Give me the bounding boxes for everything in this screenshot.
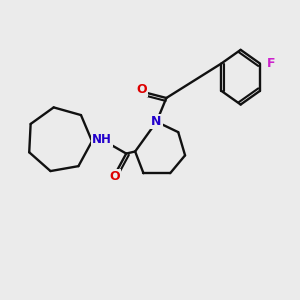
Text: F: F xyxy=(266,57,275,70)
Text: O: O xyxy=(137,83,147,96)
Text: NH: NH xyxy=(92,133,112,146)
Text: O: O xyxy=(110,170,120,183)
Text: N: N xyxy=(152,115,162,128)
